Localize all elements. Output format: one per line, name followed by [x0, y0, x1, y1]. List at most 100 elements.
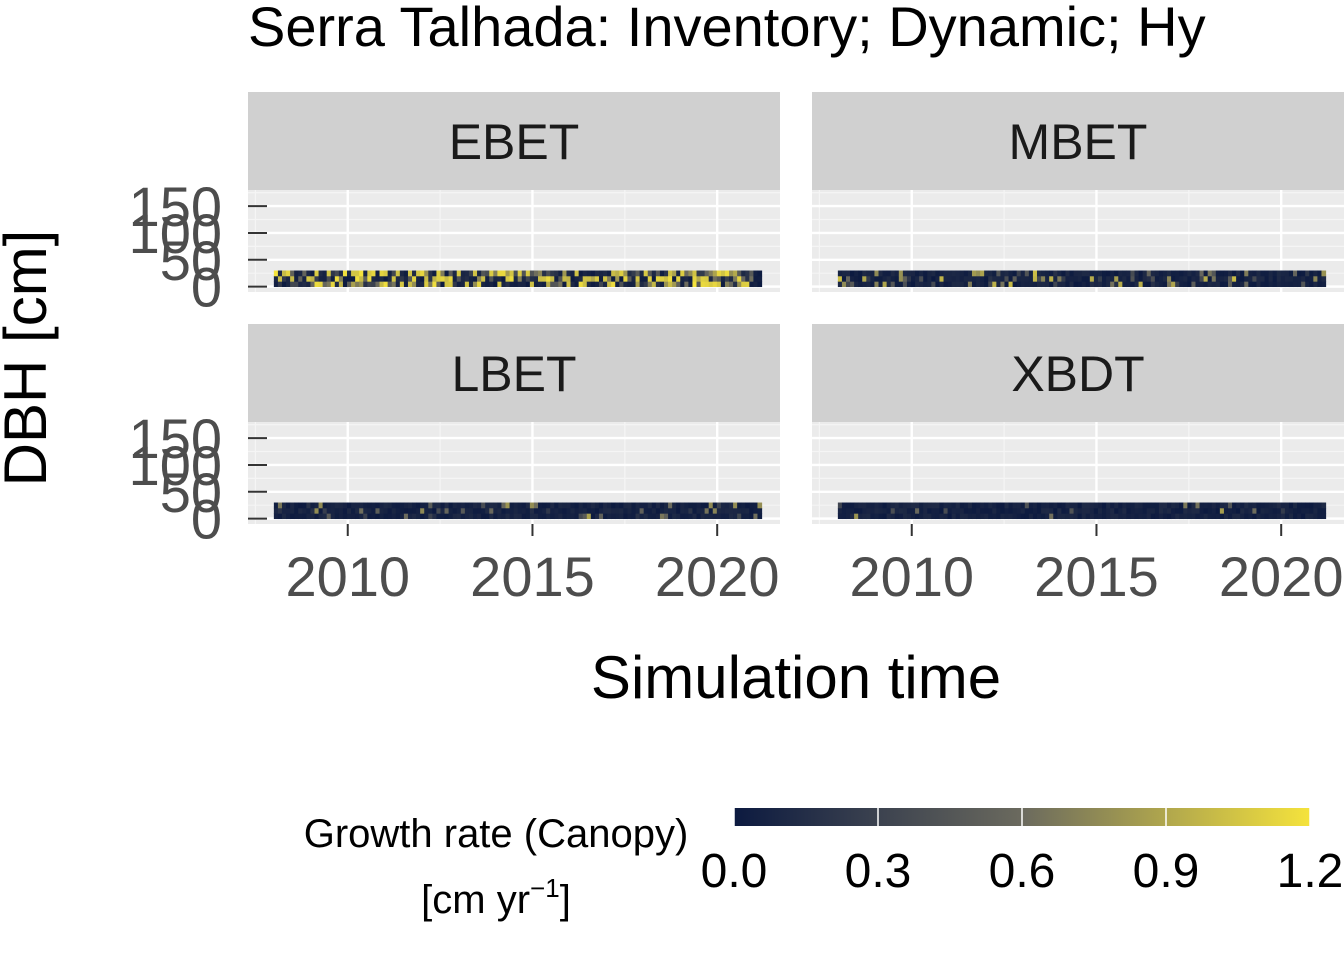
heat-cell [1024, 502, 1030, 509]
heat-cell [1219, 502, 1225, 509]
heat-cell [655, 513, 661, 520]
heat-cell [1020, 275, 1026, 282]
heat-cell [1268, 513, 1274, 520]
heat-cell [598, 507, 604, 514]
heat-cell [290, 502, 295, 509]
heat-cell [1167, 275, 1172, 282]
heat-cell [1122, 507, 1127, 514]
heat-cell [1004, 281, 1010, 288]
heat-cell [1199, 281, 1205, 288]
heat-cell [566, 513, 572, 520]
heat-cell [1073, 281, 1079, 288]
heat-cell [886, 507, 892, 514]
heat-cell [359, 281, 364, 288]
heat-cell [330, 270, 336, 277]
heat-cell [529, 513, 535, 520]
heat-cell [1020, 281, 1026, 288]
heat-cell [911, 502, 916, 509]
heat-cell [1244, 513, 1249, 520]
heat-cell [444, 502, 450, 509]
heat-cell [1008, 507, 1014, 514]
heat-cell [1085, 502, 1091, 509]
heat-cell [586, 513, 592, 520]
heat-cell [1288, 281, 1294, 288]
heat-cell [1122, 513, 1127, 520]
heat-cell [1012, 270, 1018, 277]
heat-cell [538, 513, 543, 520]
heat-cell [984, 513, 989, 520]
heat-cell [1309, 270, 1314, 277]
heat-cell [1097, 502, 1103, 509]
heat-cell [724, 502, 730, 509]
heat-cell [452, 513, 458, 520]
heat-cell [749, 270, 754, 277]
heat-cell [1126, 507, 1132, 514]
heat-cell [668, 502, 673, 509]
heat-cell [302, 502, 307, 509]
heat-cell [1032, 270, 1038, 277]
heat-cell [963, 513, 969, 520]
heat-cell [428, 507, 433, 514]
heat-cell [424, 281, 429, 288]
heat-cell [757, 513, 763, 520]
y-tick-label: 50 [160, 461, 222, 524]
heat-cell [845, 513, 851, 520]
heat-cell [1061, 281, 1067, 288]
heat-cell [631, 513, 637, 520]
heat-cell [558, 270, 563, 277]
heat-cell [277, 281, 283, 288]
heat-cell [529, 270, 535, 277]
heat-cell [363, 507, 368, 514]
heat-cell [1134, 502, 1140, 509]
heat-cell [347, 275, 352, 282]
heat-cell [318, 281, 324, 288]
heat-cell [882, 270, 888, 277]
heat-cell [894, 275, 900, 282]
heat-cell [489, 281, 494, 288]
heat-cell [708, 275, 714, 282]
heat-cell [582, 507, 588, 514]
heat-cell [477, 281, 482, 288]
heat-cell [501, 502, 507, 509]
heat-cell [684, 513, 689, 520]
heat-cell [1203, 275, 1209, 282]
x-axis-label: Simulation time [591, 644, 1001, 711]
chart-title: Serra Talhada: Inventory; Dynamic; Hy [248, 0, 1206, 58]
heat-cell [1053, 270, 1058, 277]
heat-cell [399, 270, 405, 277]
heat-cell [432, 507, 438, 514]
heat-cell [1240, 502, 1245, 509]
heat-cell [696, 275, 702, 282]
heat-cell [1045, 507, 1050, 514]
heat-cell [988, 270, 993, 277]
heat-cell [399, 513, 405, 520]
y-tick-label: 0 [191, 488, 222, 551]
heat-cell [672, 502, 677, 509]
heat-cell [1069, 270, 1075, 277]
heat-cell [1045, 502, 1050, 509]
heat-cell [627, 281, 633, 288]
heat-cell [477, 275, 482, 282]
heat-cell [906, 270, 912, 277]
heat-cell [546, 281, 551, 288]
heat-cell [1000, 507, 1006, 514]
heat-cell [1004, 270, 1010, 277]
heat-cell [886, 270, 892, 277]
legend-unit-prefix: [cm yr [421, 878, 530, 922]
legend-tick-label: 0.6 [989, 845, 1056, 898]
heat-cell [651, 270, 657, 277]
heat-cell [1020, 507, 1026, 514]
heat-cell [558, 275, 563, 282]
heat-cell [1236, 513, 1241, 520]
heat-cell [546, 513, 551, 520]
heat-cell [578, 281, 584, 288]
heat-cell [590, 270, 596, 277]
heat-cell [314, 507, 320, 514]
heat-cell [477, 513, 482, 520]
heat-cell [647, 513, 653, 520]
heat-cell [558, 513, 563, 520]
heat-cell [757, 270, 763, 277]
heat-cell [485, 275, 490, 282]
heat-cell [720, 281, 726, 288]
heat-cell [906, 281, 912, 288]
